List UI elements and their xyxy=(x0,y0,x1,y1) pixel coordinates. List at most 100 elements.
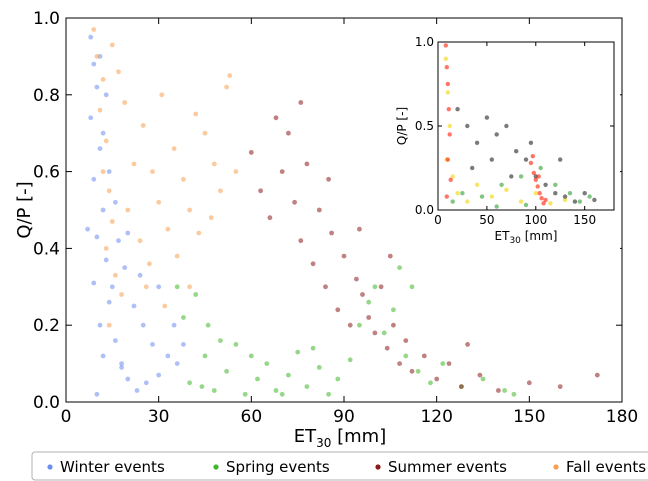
main-point-s1-17 xyxy=(366,299,372,305)
main-point-s3-5 xyxy=(100,169,106,175)
inset-point-s1-6 xyxy=(514,149,519,154)
main-point-s2-15 xyxy=(354,276,359,282)
main-point-s2-4 xyxy=(286,130,291,136)
main-point-s0-5 xyxy=(91,176,97,182)
main-point-s3-36 xyxy=(143,284,149,290)
main-point-s2-8 xyxy=(310,261,316,267)
legend-marker-2 xyxy=(375,464,381,470)
main-point-s1-7 xyxy=(264,361,270,366)
main-point-s0-12 xyxy=(113,338,118,343)
inset-y-tick-label: 1.0 xyxy=(415,35,434,49)
inset-point-s1-11 xyxy=(562,194,568,199)
main-point-s2-16 xyxy=(360,292,365,297)
main-point-s0-23 xyxy=(131,303,137,309)
inset-point-s2-2 xyxy=(479,194,485,199)
main-point-s3-33 xyxy=(208,215,214,221)
main-point-s0-34 xyxy=(156,284,162,290)
main-y-axis: 0.0 0.2 0.4 0.6 0.8 1.0 xyxy=(33,9,622,413)
main-point-s0-29 xyxy=(106,169,112,175)
inset-point-s2-9 xyxy=(587,194,592,199)
main-point-s2-0 xyxy=(248,150,254,155)
main-point-s2-18 xyxy=(372,330,378,336)
main-point-s1-35 xyxy=(279,391,285,397)
main-point-s2-3 xyxy=(279,169,285,175)
main-point-s1-38 xyxy=(409,284,415,290)
inset-point-s1-10 xyxy=(553,191,558,196)
main-point-s3-37 xyxy=(162,303,168,309)
main-point-s0-24 xyxy=(140,322,146,328)
inset-point-s1-0 xyxy=(455,107,460,112)
main-point-s2-5 xyxy=(292,199,297,205)
main-point-s2-24 xyxy=(409,368,415,374)
main-point-s1-15 xyxy=(347,357,353,363)
inset-x-tick-label: 0 xyxy=(434,213,442,227)
main-point-s0-22 xyxy=(122,265,128,270)
main-point-s0-16 xyxy=(134,388,140,393)
main-point-s2-9 xyxy=(316,207,322,213)
main-point-s0-1 xyxy=(91,61,97,67)
main-point-s3-20 xyxy=(196,230,202,236)
main-point-s3-18 xyxy=(181,176,186,182)
main-point-s2-12 xyxy=(335,307,341,313)
inset-point-s1-16 xyxy=(489,157,494,162)
inset-point-s0-13 xyxy=(562,197,568,203)
main-point-s3-30 xyxy=(159,92,165,98)
main-point-s3-34 xyxy=(227,73,233,78)
main-point-s3-10 xyxy=(119,292,124,297)
main-point-s2-31 xyxy=(526,380,532,386)
main-point-s3-4 xyxy=(103,138,109,144)
main-point-s1-31 xyxy=(218,338,223,343)
main-point-s1-8 xyxy=(273,388,279,393)
inset-point-s1-17 xyxy=(509,174,514,179)
main-point-s0-33 xyxy=(137,272,143,278)
main-point-s2-30 xyxy=(496,388,501,393)
inset-point-s3-14 xyxy=(541,201,546,206)
main-point-s0-2 xyxy=(94,84,100,90)
inset-point-s2-3 xyxy=(499,182,504,187)
main-point-s0-36 xyxy=(181,342,186,347)
main-point-s3-22 xyxy=(211,161,217,167)
main-point-s1-27 xyxy=(502,388,507,393)
main-scatter-points xyxy=(85,27,600,397)
main-point-s1-9 xyxy=(286,372,291,378)
main-point-s3-38 xyxy=(187,284,193,290)
main-x-tick-label: 30 xyxy=(148,407,170,427)
legend-marker-0 xyxy=(47,464,53,470)
inset-point-s3-7 xyxy=(444,194,449,199)
inset-point-s1-3 xyxy=(484,115,490,120)
inset-point-s3-3 xyxy=(446,107,451,112)
inset-point-s2-8 xyxy=(577,199,582,204)
main-y-tick-label: 0.8 xyxy=(33,86,60,106)
main-point-s0-15 xyxy=(125,376,131,382)
inset-point-s0-7 xyxy=(474,182,480,187)
inset-point-s1-19 xyxy=(558,157,563,162)
inset-point-s0-6 xyxy=(465,199,470,204)
main-point-s3-14 xyxy=(150,169,155,175)
main-point-s1-5 xyxy=(242,391,248,397)
inset-y-tick-label: 0.0 xyxy=(415,203,434,217)
main-point-s1-29 xyxy=(193,292,199,297)
inset-point-s3-15 xyxy=(530,154,535,159)
inset-point-s3-4 xyxy=(447,132,452,137)
inset-point-s3-5 xyxy=(445,157,450,162)
inset-point-s0-8 xyxy=(489,194,494,199)
legend-marker-3 xyxy=(553,464,559,470)
inset-point-s3-17 xyxy=(543,197,548,203)
inset-scatter-points xyxy=(443,43,597,209)
main-point-s2-17 xyxy=(366,315,372,320)
main-point-s2-36 xyxy=(326,176,331,182)
main-point-s2-29 xyxy=(477,372,483,378)
main-point-s0-26 xyxy=(165,353,171,359)
main-point-s3-15 xyxy=(156,199,162,205)
main-y-axis-title: Q/P [-] xyxy=(14,181,35,238)
main-point-s3-31 xyxy=(174,253,180,259)
main-point-s2-20 xyxy=(384,345,390,351)
main-point-s3-19 xyxy=(187,207,193,213)
main-point-s2-14 xyxy=(347,322,353,328)
legend-label-1: Spring events xyxy=(226,458,330,476)
inset-point-s3-6 xyxy=(448,177,453,182)
legend-box xyxy=(31,451,648,481)
main-point-s1-2 xyxy=(211,388,217,393)
main-point-s2-28 xyxy=(459,384,464,389)
main-point-s1-28 xyxy=(181,315,186,320)
